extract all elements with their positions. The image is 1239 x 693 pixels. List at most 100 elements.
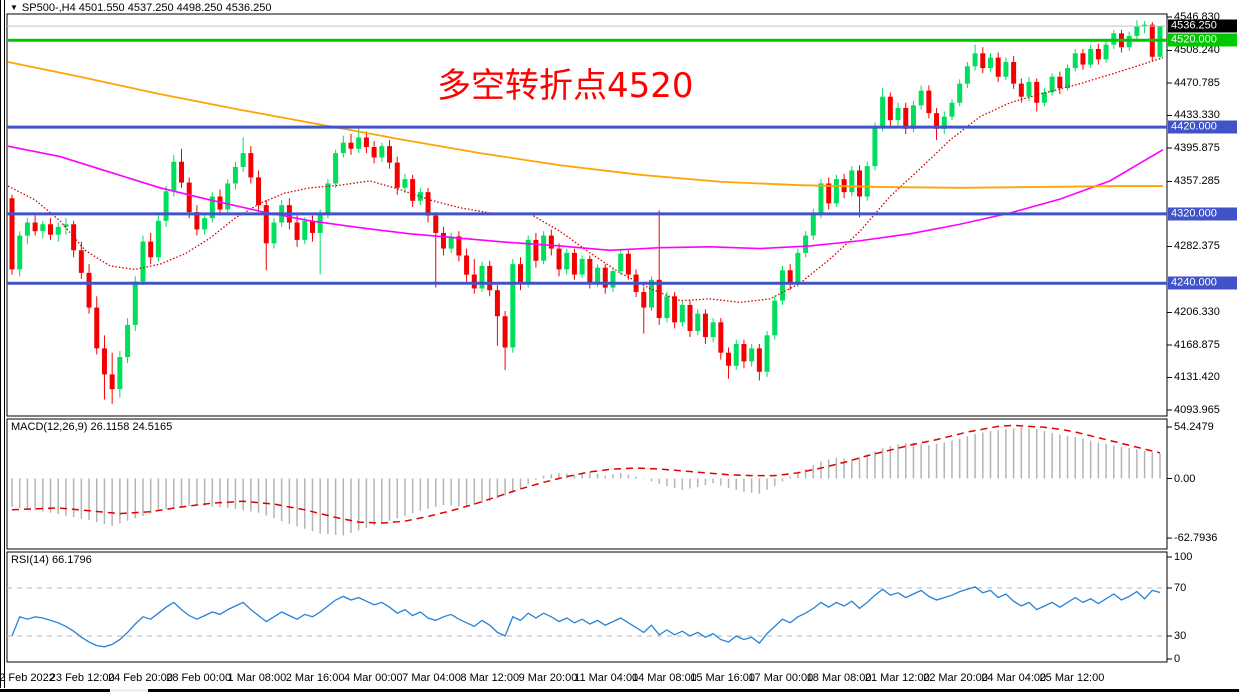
- candle-body: [163, 191, 169, 221]
- candle-body: [571, 252, 577, 275]
- candle-body: [880, 96, 886, 128]
- candle-body: [772, 300, 778, 336]
- rsi-panel-frame: [6, 551, 1168, 663]
- candle-body: [1103, 44, 1109, 60]
- candle-body: [1018, 83, 1024, 97]
- symbol-ohlc-text: SP500-,H4 4501.550 4537.250 4498.250 453…: [21, 2, 272, 14]
- candle-body: [718, 322, 724, 353]
- macd-signal-line: [11, 424, 1161, 524]
- symbol-header[interactable]: ▼ SP500-,H4 4501.550 4537.250 4498.250 45…: [10, 2, 271, 14]
- candle-body: [479, 265, 485, 289]
- candle-body: [987, 57, 993, 69]
- candle-body: [417, 192, 423, 201]
- candle-body: [55, 226, 61, 235]
- candle-body: [1049, 76, 1055, 93]
- candle-body: [48, 224, 54, 235]
- window-left-edge-outer: [0, 0, 1, 688]
- candle-body: [194, 212, 200, 230]
- candle-body: [1088, 48, 1094, 65]
- candle-body: [826, 183, 832, 204]
- candle-body: [78, 250, 84, 273]
- candle-body: [602, 267, 608, 288]
- candle-body: [625, 253, 631, 275]
- macd-panel-frame: [6, 418, 1168, 550]
- candle-body: [810, 213, 816, 236]
- candle-body: [410, 179, 416, 201]
- candle-body: [271, 222, 277, 244]
- candle-body: [1134, 26, 1140, 36]
- ma-slow-orange: [7, 61, 1163, 189]
- candle-body: [818, 183, 824, 214]
- candle-body: [864, 166, 870, 197]
- candle-body: [101, 348, 107, 375]
- candle-body: [756, 348, 762, 372]
- candle-body: [548, 235, 554, 249]
- candle-body: [132, 281, 138, 325]
- candle-body: [402, 179, 408, 188]
- candle-body: [941, 116, 947, 129]
- candle-body: [256, 177, 262, 206]
- candle-body: [857, 170, 863, 197]
- candle-body: [587, 258, 593, 284]
- candle-body: [518, 264, 524, 284]
- candle-body: [764, 335, 770, 372]
- candle-body: [910, 105, 916, 129]
- candle-body: [63, 224, 69, 227]
- candle-body: [140, 241, 146, 282]
- candle-body: [957, 83, 963, 103]
- candle-body: [148, 241, 154, 258]
- candle-body: [672, 296, 678, 323]
- candle-body: [1057, 76, 1063, 89]
- candle-body: [949, 102, 955, 117]
- candle-body: [464, 255, 470, 275]
- candle-body: [379, 146, 385, 158]
- candle-body: [656, 279, 662, 318]
- candle-body: [1095, 48, 1101, 60]
- candle-body: [595, 267, 601, 284]
- candle-body: [448, 236, 454, 249]
- macd-label: MACD(12,26,9) 26.1158 24.5165: [11, 421, 173, 433]
- candle-body: [833, 179, 839, 204]
- candle-body: [40, 224, 46, 232]
- candle-body: [1041, 92, 1047, 103]
- candle-body: [648, 279, 654, 308]
- candle-body: [394, 162, 400, 188]
- candle-body: [325, 183, 331, 214]
- candle-body: [248, 153, 254, 178]
- candle-body: [1034, 81, 1040, 103]
- candle-body: [494, 290, 500, 317]
- candle-body: [579, 258, 585, 275]
- candle-body: [795, 252, 801, 284]
- candle-body: [209, 196, 215, 219]
- candle-body: [333, 153, 339, 184]
- candle-body: [918, 90, 924, 106]
- candle-body: [94, 307, 100, 349]
- candle-body: [726, 352, 732, 366]
- chevron-down-icon[interactable]: ▼: [10, 3, 18, 12]
- candle-body: [202, 218, 208, 230]
- candle-body: [456, 236, 462, 256]
- candle-body: [302, 220, 308, 240]
- candle-body: [179, 161, 185, 183]
- candle-body: [17, 235, 23, 270]
- candle-body: [702, 313, 708, 338]
- candle-body: [171, 161, 177, 192]
- candle-body: [849, 170, 855, 193]
- candle-body: [903, 107, 909, 129]
- candle-body: [926, 90, 932, 114]
- candle-body: [109, 374, 115, 390]
- candle-body: [9, 198, 15, 270]
- candle-body: [525, 239, 531, 284]
- candle-body: [533, 239, 539, 261]
- candle-body: [294, 222, 300, 240]
- candle-body: [779, 270, 785, 301]
- candle-body: [263, 205, 269, 244]
- candle-body: [1026, 81, 1032, 97]
- ma-mid-magenta: [7, 145, 1164, 252]
- candle-body: [240, 153, 246, 167]
- candle-body: [371, 147, 377, 158]
- candle-body: [502, 316, 508, 348]
- candle-body: [433, 215, 439, 233]
